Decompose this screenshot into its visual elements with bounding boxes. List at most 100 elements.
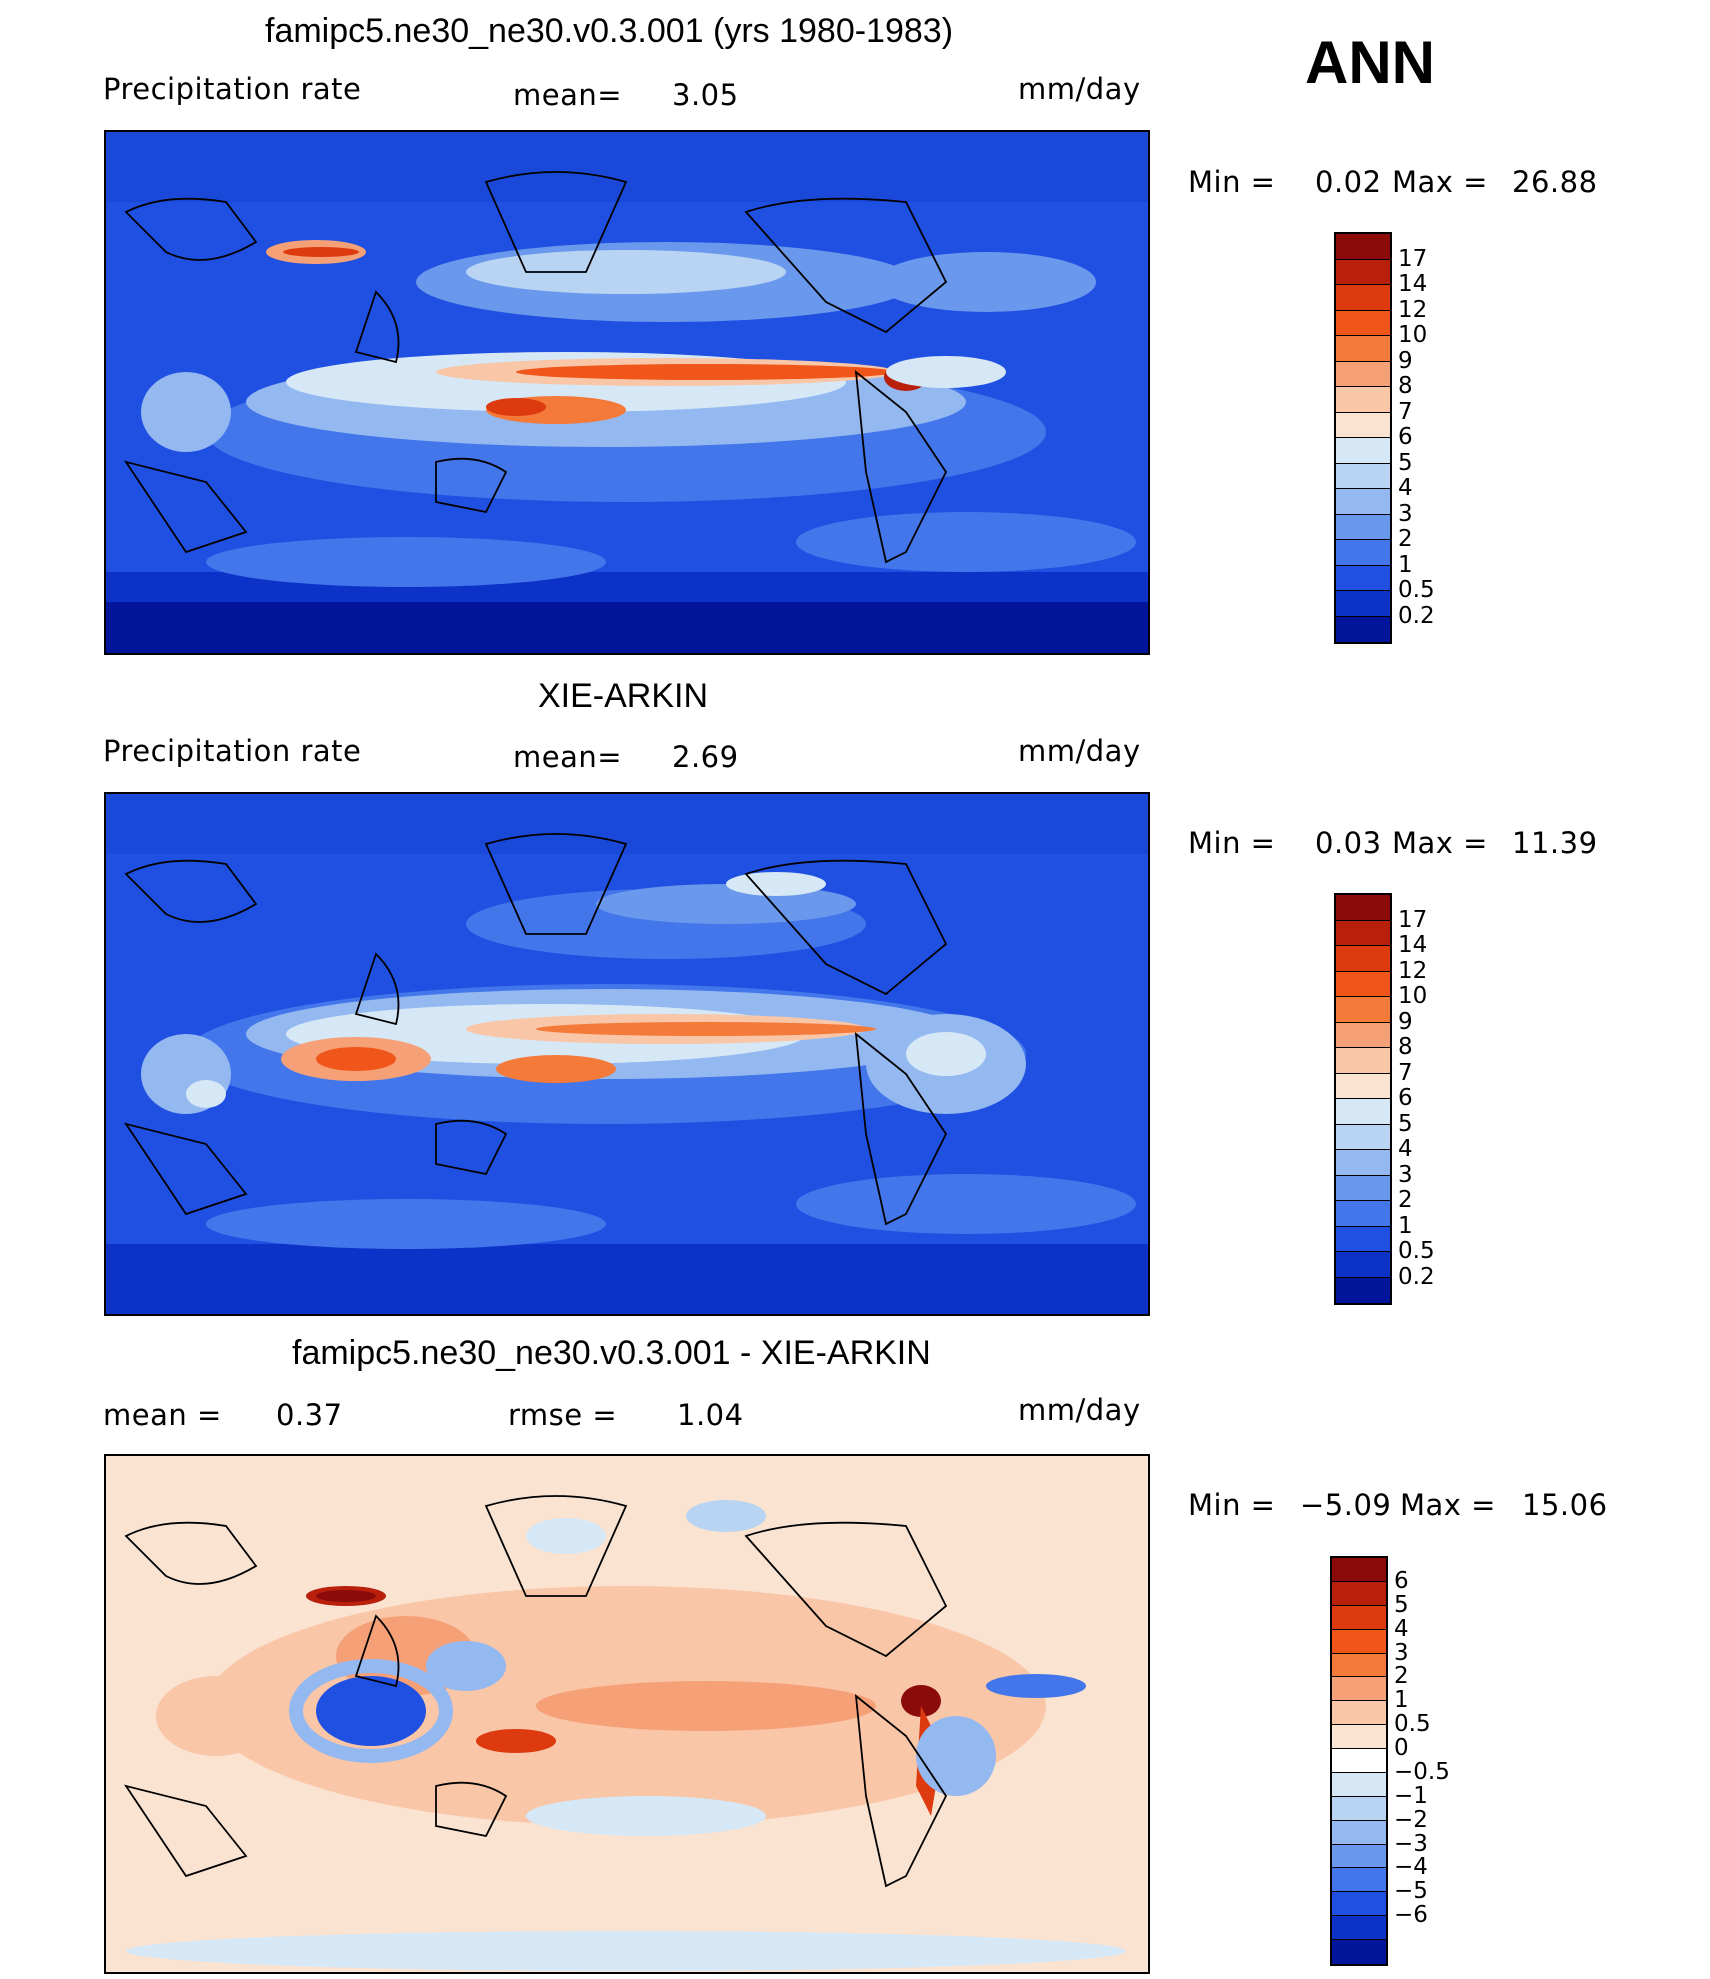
colorbar-tick-label: 0.2: [1398, 602, 1435, 629]
colorbar-tick-label: 6: [1394, 1567, 1409, 1594]
colorbar-tick-label: −6: [1394, 1902, 1428, 1929]
colorbar-tick-label: 14: [1398, 932, 1428, 958]
panel-3-rmse-label: rmse =: [508, 1398, 618, 1432]
colorbar-swatch: [1332, 1677, 1386, 1702]
colorbar-swatch: [1336, 1048, 1390, 1074]
panel-1-variable-label: Precipitation rate: [103, 72, 362, 106]
panel-2-max-label: Max =: [1392, 826, 1488, 860]
colorbar-swatch: [1332, 1940, 1386, 1964]
colorbar-swatch: [1336, 463, 1390, 489]
colorbar-swatch: [1336, 336, 1390, 362]
colorbar-tick-label: 1: [1398, 551, 1413, 578]
colorbar-swatch: [1332, 1629, 1386, 1654]
colorbar-swatch: [1332, 1844, 1386, 1869]
colorbar-tick-label: 7: [1398, 1059, 1413, 1086]
panel-3-min-label: Min =: [1188, 1488, 1276, 1522]
colorbar-swatch: [1336, 285, 1390, 311]
colorbar-swatch: [1336, 616, 1390, 642]
panel-1-min-value: 0.02: [1315, 165, 1382, 199]
colorbar-swatch: [1336, 946, 1390, 972]
colorbar-tick-label: 10: [1398, 983, 1428, 1009]
panel-1-map: [104, 130, 1150, 655]
colorbar-tick-label: −2: [1394, 1806, 1428, 1833]
panel-3-colorbar: [1330, 1556, 1388, 1966]
panel-1-mean-label: mean=: [513, 78, 623, 112]
colorbar-swatch: [1332, 1749, 1386, 1773]
colorbar-swatch: [1336, 997, 1390, 1023]
colorbar-swatch: [1332, 1916, 1386, 1940]
colorbar-swatch: [1332, 1868, 1386, 1893]
colorbar-tick-label: 5: [1398, 449, 1413, 476]
colorbar-tick-label: 8: [1398, 373, 1413, 399]
colorbar-tick-label: 0.5: [1394, 1711, 1431, 1738]
colorbar-tick-label: 17: [1398, 906, 1428, 933]
panel-1-mean-value: 3.05: [672, 78, 739, 112]
panel-1-units: mm/day: [1018, 72, 1141, 106]
colorbar-swatch: [1332, 1892, 1386, 1917]
colorbar-tick-label: 14: [1398, 271, 1428, 297]
colorbar-tick-label: 12: [1398, 296, 1428, 323]
colorbar-swatch: [1336, 1252, 1390, 1278]
colorbar-swatch: [1336, 1226, 1390, 1252]
colorbar-tick-label: 1: [1394, 1687, 1409, 1714]
colorbar-swatch: [1332, 1772, 1386, 1797]
colorbar-swatch: [1332, 1701, 1386, 1726]
colorbar-tick-label: 3: [1398, 1161, 1413, 1188]
colorbar-tick-label: 0.2: [1398, 1263, 1435, 1290]
colorbar-tick-label: 4: [1398, 1136, 1413, 1162]
colorbar-tick-label: 17: [1398, 245, 1428, 272]
colorbar-tick-label: 0.5: [1398, 577, 1435, 603]
colorbar-tick-label: 5: [1398, 1110, 1413, 1137]
colorbar-tick-label: 1: [1398, 1212, 1413, 1239]
colorbar-tick-label: 7: [1398, 398, 1413, 425]
colorbar-swatch: [1336, 591, 1390, 617]
colorbar-swatch: [1336, 565, 1390, 591]
colorbar-swatch: [1332, 1558, 1386, 1582]
season-label: ANN: [1305, 29, 1435, 96]
colorbar-swatch: [1336, 895, 1390, 921]
colorbar-swatch: [1332, 1725, 1386, 1749]
panel-3-max-label: Max =: [1400, 1488, 1496, 1522]
colorbar-swatch: [1336, 1124, 1390, 1150]
panel-2-min-label: Min =: [1188, 826, 1276, 860]
colorbar-tick-label: 2: [1398, 1187, 1413, 1213]
colorbar-tick-label: 2: [1398, 526, 1413, 552]
colorbar-swatch: [1336, 514, 1390, 540]
colorbar-tick-label: −3: [1394, 1830, 1428, 1857]
panel-2-title: XIE-ARKIN: [538, 677, 709, 715]
colorbar-swatch: [1332, 1796, 1386, 1821]
panel-1-max-value: 26.88: [1512, 165, 1598, 199]
colorbar-tick-label: 10: [1398, 322, 1428, 348]
colorbar-tick-label: 3: [1394, 1639, 1409, 1666]
panel-3-units: mm/day: [1018, 1393, 1141, 1427]
colorbar-tick-label: 2: [1394, 1663, 1409, 1690]
panel-3-rmse-value: 1.04: [677, 1398, 744, 1432]
panel-3-mean-value: 0.37: [276, 1398, 343, 1432]
panel-3-max-value: 15.06: [1522, 1488, 1608, 1522]
panel-1-min-label: Min =: [1188, 165, 1276, 199]
colorbar-swatch: [1336, 259, 1390, 285]
colorbar-tick-label: −0.5: [1394, 1758, 1450, 1785]
colorbar-tick-label: 6: [1398, 424, 1413, 450]
colorbar-swatch: [1336, 310, 1390, 336]
colorbar-tick-label: 0: [1394, 1735, 1409, 1762]
colorbar-swatch: [1336, 1175, 1390, 1201]
colorbar-swatch: [1332, 1605, 1386, 1630]
colorbar-tick-label: 3: [1398, 500, 1413, 527]
panel-2-mean-label: mean=: [513, 740, 623, 774]
colorbar-swatch: [1336, 1201, 1390, 1227]
colorbar-swatch: [1336, 387, 1390, 413]
colorbar-swatch: [1336, 1277, 1390, 1303]
colorbar-swatch: [1336, 971, 1390, 997]
panel-3-mean-label: mean =: [103, 1398, 222, 1432]
colorbar-swatch: [1336, 1022, 1390, 1048]
colorbar-tick-label: −5: [1394, 1878, 1428, 1905]
colorbar-swatch: [1336, 361, 1390, 387]
colorbar-tick-label: 9: [1398, 347, 1413, 374]
panel-2-mean-value: 2.69: [672, 740, 739, 774]
colorbar-swatch: [1336, 1150, 1390, 1176]
colorbar-tick-label: −4: [1394, 1854, 1428, 1881]
colorbar-swatch: [1332, 1653, 1386, 1678]
panel-2-map: [104, 792, 1150, 1316]
colorbar-tick-label: 5: [1394, 1591, 1409, 1618]
